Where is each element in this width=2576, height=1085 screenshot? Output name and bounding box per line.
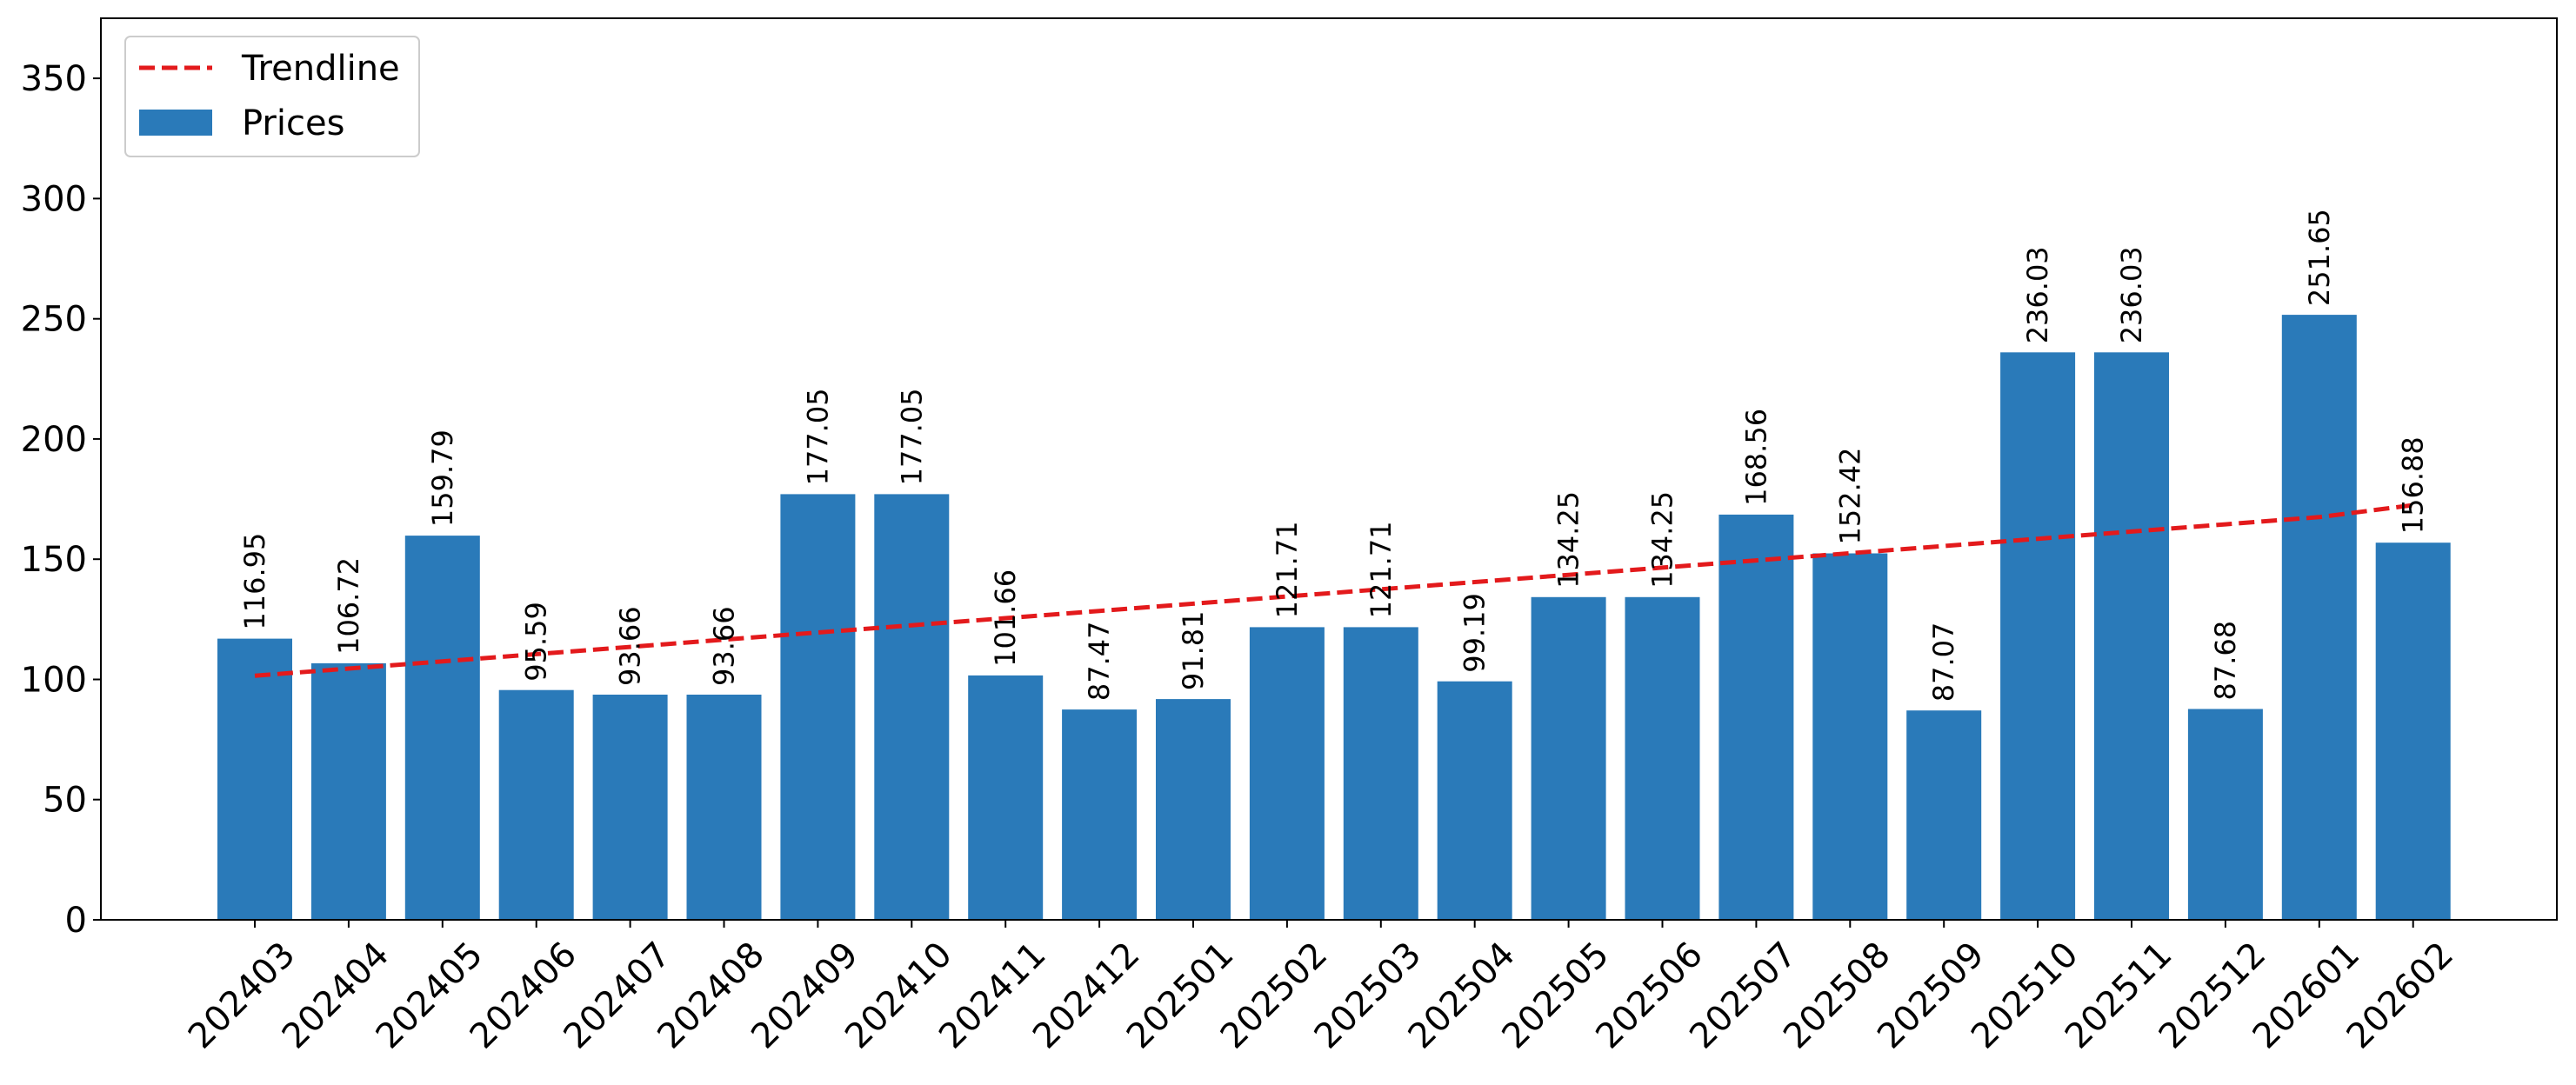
bar-value-label: 116.95 (238, 533, 271, 630)
bar-labels-layer: 116.95 106.72 159.79 95.59 93.66 93.66 177.05 1… (238, 209, 2430, 702)
y-tick-label: 200 (21, 420, 87, 460)
bar-value-label: 236.03 (2115, 246, 2148, 343)
legend-prices-label: Prices (242, 103, 344, 143)
bar-value-label: 156.88 (2397, 436, 2430, 534)
bar-value-label: 93.66 (708, 606, 741, 686)
bar-202501 (1156, 699, 1231, 920)
bar-202406 (498, 689, 574, 920)
bar-value-label: 87.68 (2209, 621, 2242, 701)
bar-value-label: 152.42 (1833, 448, 1866, 545)
bar-value-label: 87.07 (1927, 622, 1960, 702)
bars-layer (217, 315, 2451, 921)
bar-value-label: 168.56 (1739, 409, 1772, 506)
bar-202602 (2375, 542, 2451, 920)
bar-202510 (2000, 352, 2076, 920)
bar-value-label: 121.71 (1365, 521, 1398, 618)
bar-202502 (1249, 627, 1325, 920)
bar-value-label: 177.05 (801, 388, 834, 485)
bar-202412 (1062, 709, 1138, 920)
bar-value-label: 251.65 (2303, 209, 2336, 306)
bar-value-label: 93.66 (614, 606, 647, 686)
legend: Trendline Prices (124, 36, 420, 157)
bar-value-label: 99.19 (1458, 593, 1492, 673)
bar-value-label: 106.72 (332, 557, 365, 655)
y-tick-label: 250 (21, 300, 87, 340)
bar-202508 (1812, 553, 1888, 920)
bar-value-label: 121.71 (1271, 521, 1304, 618)
x-axis: 2024032024042024052024062024072024082024… (181, 920, 2461, 1056)
bar-202407 (592, 695, 668, 920)
y-tick-label: 300 (21, 179, 87, 219)
bar-value-label: 134.25 (1552, 491, 1585, 589)
y-tick-label: 150 (21, 540, 87, 580)
bar-202403 (217, 638, 292, 920)
bar-202503 (1343, 627, 1418, 920)
bar-value-label: 134.25 (1646, 491, 1679, 589)
bar-202507 (1718, 514, 1794, 920)
y-tick-label: 350 (21, 59, 87, 99)
bar-202411 (968, 675, 1044, 920)
bar-value-label: 236.03 (2021, 246, 2054, 343)
bar-202505 (1531, 596, 1606, 920)
bar-202504 (1437, 681, 1512, 920)
bar-202511 (2094, 352, 2169, 920)
bar-202509 (1906, 710, 1982, 920)
bar-value-label: 91.81 (1177, 610, 1210, 690)
legend-prices-swatch (139, 110, 212, 136)
bar-value-label: 101.66 (989, 569, 1022, 667)
bar-202409 (780, 494, 856, 920)
bar-202404 (310, 662, 386, 920)
bar-value-label: 87.47 (1083, 621, 1116, 701)
bar-value-label: 95.59 (520, 602, 553, 682)
plot-frame (100, 17, 2558, 921)
bar-202512 (2187, 709, 2263, 920)
y-tick-label: 50 (43, 781, 87, 821)
bar-202405 (404, 536, 480, 920)
y-axis: 0 50 100 150 200 250 300 350 (21, 59, 101, 941)
legend-trendline-label: Trendline (241, 49, 400, 89)
bar-202506 (1625, 596, 1700, 920)
bar-202408 (686, 695, 762, 920)
bar-202410 (874, 494, 950, 920)
bar-value-label: 159.79 (426, 429, 459, 527)
y-tick-label: 100 (21, 661, 87, 701)
bar-202601 (2281, 315, 2357, 921)
bar-value-label: 177.05 (895, 388, 928, 485)
y-tick-label: 0 (65, 901, 87, 941)
